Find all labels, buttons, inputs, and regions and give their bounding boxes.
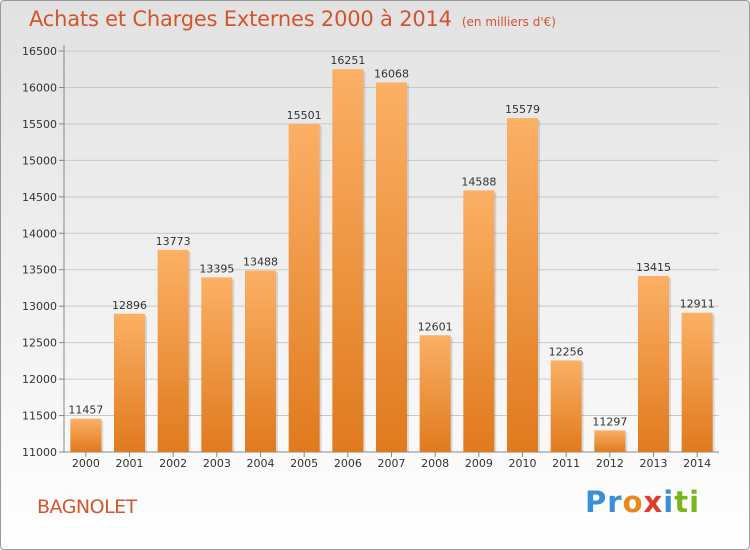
bar-2012 bbox=[594, 430, 626, 452]
bar-2004 bbox=[245, 270, 276, 452]
y-tick-label: 16000 bbox=[22, 81, 57, 94]
y-tick-label: 12500 bbox=[22, 337, 57, 350]
data-label: 13773 bbox=[156, 235, 191, 248]
title-text: Achats et Charges Externes 2000 à 2014 bbox=[29, 7, 452, 31]
data-label: 16251 bbox=[330, 54, 365, 67]
y-tick-label: 13000 bbox=[22, 300, 57, 313]
bar-2007 bbox=[376, 82, 407, 452]
logo-letter: i bbox=[689, 485, 701, 519]
y-tick-label: 15000 bbox=[22, 154, 57, 167]
x-tick-label: 2006 bbox=[334, 457, 362, 470]
bar-2006 bbox=[332, 69, 364, 453]
y-tick-label: 12000 bbox=[22, 373, 57, 386]
data-label: 15501 bbox=[287, 109, 322, 122]
logo-letter: r bbox=[607, 485, 623, 519]
x-tick-label: 2012 bbox=[596, 457, 624, 470]
data-label: 12911 bbox=[680, 298, 715, 311]
y-tick-label: 11500 bbox=[22, 410, 57, 423]
y-tick-label: 15500 bbox=[22, 118, 57, 131]
bar-2009 bbox=[463, 190, 495, 453]
logo-letter: i bbox=[663, 485, 675, 519]
bar-2010 bbox=[507, 118, 538, 453]
bar-2013 bbox=[638, 275, 669, 452]
bar-2008 bbox=[419, 335, 451, 452]
y-tick-label: 13500 bbox=[22, 264, 57, 277]
x-tick-label: 2008 bbox=[421, 457, 449, 470]
bar-2005 bbox=[288, 123, 320, 452]
y-tick-label: 16500 bbox=[22, 45, 57, 58]
bar-2014 bbox=[681, 312, 713, 452]
x-tick-label: 2005 bbox=[290, 457, 318, 470]
bar-2001 bbox=[114, 313, 145, 452]
x-tick-label: 2013 bbox=[640, 457, 668, 470]
x-tick-label: 2000 bbox=[72, 457, 100, 470]
y-tick-label: 11000 bbox=[22, 446, 57, 459]
city-name: BAGNOLET bbox=[37, 496, 137, 518]
x-tick-label: 2004 bbox=[247, 457, 275, 470]
x-tick-label: 2003 bbox=[203, 457, 231, 470]
data-label: 13395 bbox=[199, 262, 234, 275]
chart-subtitle: (en milliers d'€) bbox=[461, 15, 556, 29]
x-tick-label: 2001 bbox=[116, 457, 144, 470]
bar-2002 bbox=[157, 249, 189, 452]
data-label: 16068 bbox=[374, 67, 409, 80]
chart-title: Achats et Charges Externes 2000 à 2014 (e… bbox=[29, 7, 556, 31]
proxiti-logo[interactable]: Proxiti bbox=[585, 485, 700, 519]
x-tick-label: 2002 bbox=[159, 457, 187, 470]
x-tick-label: 2009 bbox=[465, 457, 493, 470]
data-label: 13488 bbox=[243, 256, 278, 269]
y-tick-label: 14500 bbox=[22, 191, 57, 204]
data-label: 12601 bbox=[418, 320, 453, 333]
data-label: 11297 bbox=[592, 415, 627, 428]
data-label: 12256 bbox=[549, 345, 584, 358]
bar-2000 bbox=[70, 418, 102, 452]
bar-2003 bbox=[201, 277, 233, 452]
x-tick-label: 2007 bbox=[378, 457, 406, 470]
logo-letter: t bbox=[674, 485, 690, 519]
logo-letter: x bbox=[643, 485, 664, 519]
bar-2011 bbox=[550, 360, 582, 452]
data-label: 14588 bbox=[461, 175, 496, 188]
data-label: 11457 bbox=[68, 404, 103, 417]
logo-letter: o bbox=[622, 485, 644, 519]
logo-letter: P bbox=[585, 485, 608, 519]
data-label: 15579 bbox=[505, 103, 540, 116]
x-tick-label: 2011 bbox=[552, 457, 580, 470]
y-tick-label: 14000 bbox=[22, 227, 57, 240]
data-label: 12896 bbox=[112, 299, 147, 312]
x-tick-label: 2010 bbox=[509, 457, 537, 470]
x-tick-label: 2014 bbox=[683, 457, 711, 470]
data-label: 13415 bbox=[636, 261, 671, 274]
